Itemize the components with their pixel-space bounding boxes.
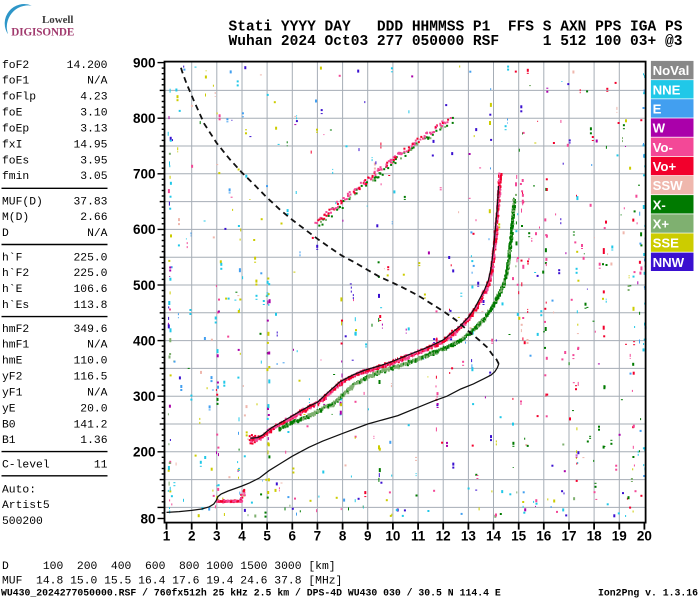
svg-text:B0: B0 xyxy=(2,419,16,431)
svg-text:500200: 500200 xyxy=(2,516,43,528)
svg-text:1.36: 1.36 xyxy=(80,435,107,447)
svg-text:3.10: 3.10 xyxy=(80,108,107,120)
svg-text:5: 5 xyxy=(263,529,271,544)
svg-text:3.05: 3.05 xyxy=(80,171,107,183)
svg-text:SSE: SSE xyxy=(653,236,680,251)
svg-text:7: 7 xyxy=(314,529,322,544)
svg-text:fxI: fxI xyxy=(2,139,22,151)
svg-text:13: 13 xyxy=(461,529,477,544)
svg-text:foF2: foF2 xyxy=(2,60,29,72)
svg-text:4.23: 4.23 xyxy=(80,92,107,104)
svg-text:DIGISONDE: DIGISONDE xyxy=(11,26,74,38)
svg-text:foF1: foF1 xyxy=(2,76,29,88)
svg-text:NNE: NNE xyxy=(653,82,681,97)
svg-text:D 100 200 400 600 800: D 100 200 400 600 800 1000 1500 3000 [km… xyxy=(2,561,336,573)
svg-text:4: 4 xyxy=(238,529,246,544)
svg-text:h`E: h`E xyxy=(2,283,23,296)
svg-text:foFlp: foFlp xyxy=(2,92,36,104)
svg-text:foE: foE xyxy=(2,108,23,120)
svg-text:B1: B1 xyxy=(2,435,16,447)
svg-text:Ion2Png v. 1.3.16: Ion2Png v. 1.3.16 xyxy=(598,587,698,598)
svg-text:hmE: hmE xyxy=(2,356,23,368)
svg-text:800: 800 xyxy=(133,111,156,126)
svg-text:18: 18 xyxy=(587,529,603,544)
svg-text:200: 200 xyxy=(133,445,156,460)
svg-text:20.0: 20.0 xyxy=(80,403,107,415)
svg-text:17: 17 xyxy=(561,529,576,544)
svg-text:hmF1: hmF1 xyxy=(2,340,29,352)
svg-text:3: 3 xyxy=(213,529,221,544)
svg-text:C-level: C-level xyxy=(2,459,50,471)
svg-text:hmF2: hmF2 xyxy=(2,324,29,336)
svg-text:2: 2 xyxy=(188,529,196,544)
svg-text:14: 14 xyxy=(486,529,502,544)
svg-text:N/A: N/A xyxy=(87,228,108,240)
svg-text:h`F: h`F xyxy=(2,251,23,264)
svg-text:141.2: 141.2 xyxy=(73,419,107,431)
svg-text:2.66: 2.66 xyxy=(80,212,107,224)
svg-text:D: D xyxy=(2,228,9,240)
svg-text:MUF 14.8 15.0 15.5 16.4 17.6: MUF 14.8 15.0 15.5 16.4 17.6 19.4 24.6 3… xyxy=(2,575,342,587)
svg-text:12: 12 xyxy=(436,529,451,544)
svg-text:Artist5: Artist5 xyxy=(2,500,50,512)
svg-text:NoVal: NoVal xyxy=(653,63,690,78)
svg-text:N/A: N/A xyxy=(87,388,108,400)
svg-text:h`Es: h`Es xyxy=(2,299,29,312)
svg-text:600: 600 xyxy=(133,222,156,237)
svg-text:3.95: 3.95 xyxy=(80,155,107,167)
svg-text:N/A: N/A xyxy=(87,76,108,88)
svg-text:700: 700 xyxy=(133,167,156,182)
svg-text:WU430_2024277050000.RSF / 760f: WU430_2024277050000.RSF / 760fx512h 25 k… xyxy=(1,587,501,598)
svg-text:SSW: SSW xyxy=(653,178,684,193)
svg-text:14.200: 14.200 xyxy=(67,60,108,72)
svg-text:6: 6 xyxy=(289,529,297,544)
svg-text:9: 9 xyxy=(364,529,372,544)
svg-text:X+: X+ xyxy=(653,217,670,232)
svg-text:h`F2: h`F2 xyxy=(2,267,29,280)
svg-text:10: 10 xyxy=(385,529,400,544)
svg-text:110.0: 110.0 xyxy=(73,356,107,368)
svg-text:15: 15 xyxy=(511,529,527,544)
svg-text:Wuhan 2024 Oct03 277 050000 RS: Wuhan 2024 Oct03 277 050000 RSF 1 512 10… xyxy=(229,34,683,50)
svg-text:Stati YYYY DAY DDD HHMMSS P1: Stati YYYY DAY DDD HHMMSS P1 FFS S AXN P… xyxy=(229,19,683,35)
svg-text:MUF(D): MUF(D) xyxy=(2,196,43,208)
svg-text:300: 300 xyxy=(133,389,156,404)
svg-text:225.0: 225.0 xyxy=(73,268,107,280)
svg-text:Vo-: Vo- xyxy=(653,140,673,155)
svg-text:X-: X- xyxy=(653,197,666,212)
svg-text:400: 400 xyxy=(133,333,156,348)
svg-text:116.5: 116.5 xyxy=(73,372,107,384)
svg-text:113.8: 113.8 xyxy=(73,300,107,312)
svg-text:foEp: foEp xyxy=(2,124,29,136)
svg-text:foEs: foEs xyxy=(2,155,29,167)
svg-text:20: 20 xyxy=(637,529,652,544)
svg-text:NNW: NNW xyxy=(653,255,685,270)
svg-text:14.95: 14.95 xyxy=(73,139,107,151)
svg-text:1: 1 xyxy=(163,529,171,544)
svg-text:19: 19 xyxy=(612,529,627,544)
svg-text:yF1: yF1 xyxy=(2,388,23,400)
svg-text:225.0: 225.0 xyxy=(73,252,107,264)
svg-text:349.6: 349.6 xyxy=(73,324,107,336)
svg-text:11: 11 xyxy=(411,529,426,544)
svg-text:37.83: 37.83 xyxy=(73,196,107,208)
svg-text:M(D): M(D) xyxy=(2,212,29,224)
svg-text:80: 80 xyxy=(140,511,155,526)
svg-text:Auto:: Auto: xyxy=(2,484,36,496)
svg-text:16: 16 xyxy=(536,529,552,544)
svg-text:N/A: N/A xyxy=(87,340,108,352)
svg-text:3.13: 3.13 xyxy=(80,124,107,136)
svg-text:500: 500 xyxy=(133,278,156,293)
svg-text:yF2: yF2 xyxy=(2,372,22,384)
svg-text:11: 11 xyxy=(94,459,108,471)
svg-text:900: 900 xyxy=(133,55,156,70)
svg-text:8: 8 xyxy=(339,529,347,544)
svg-text:Vo+: Vo+ xyxy=(653,159,677,174)
svg-text:W: W xyxy=(653,121,666,136)
svg-text:fmin: fmin xyxy=(2,171,29,183)
svg-text:yE: yE xyxy=(2,403,16,415)
svg-text:106.6: 106.6 xyxy=(73,284,107,296)
svg-text:Lowell: Lowell xyxy=(42,14,73,26)
svg-text:E: E xyxy=(653,101,662,116)
